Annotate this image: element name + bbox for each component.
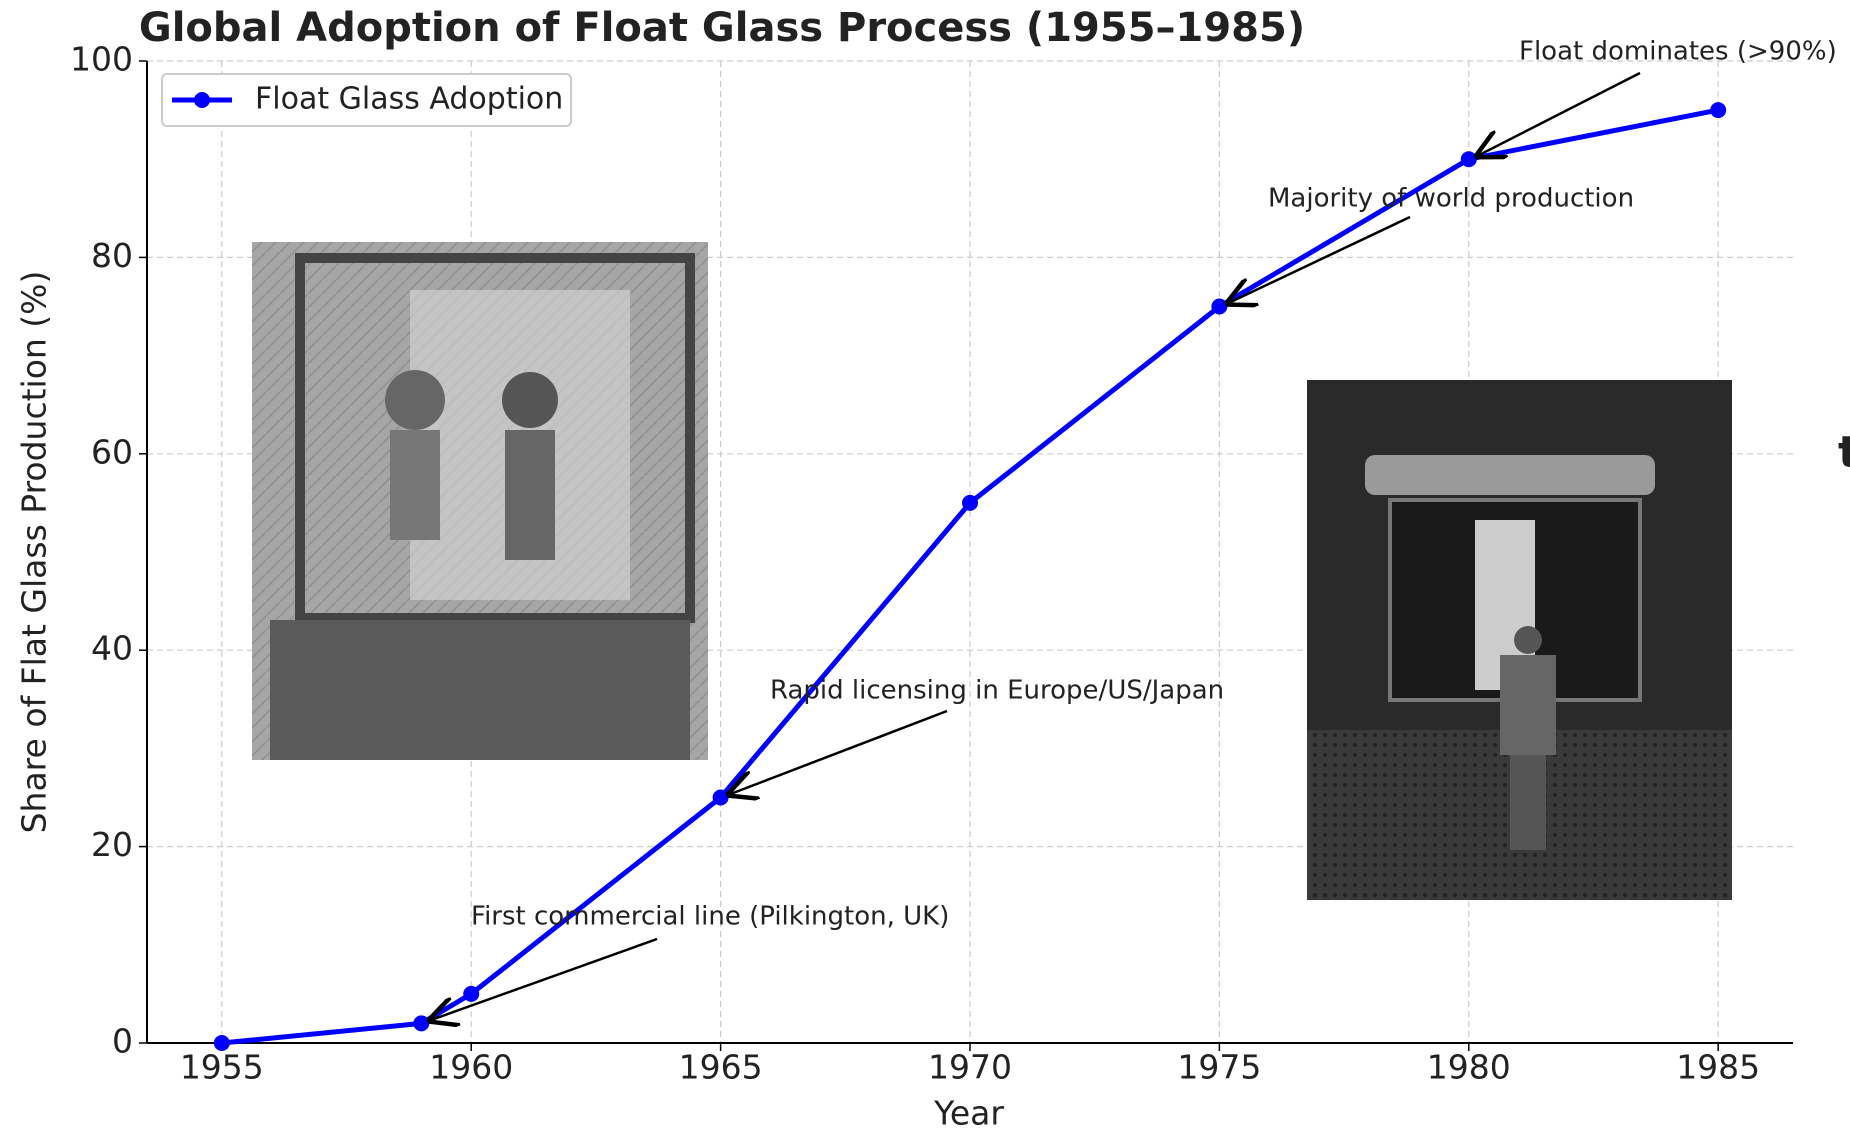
x-tick-label: 1965 — [679, 1048, 763, 1087]
x-tick-label: 1970 — [928, 1048, 1012, 1087]
annotation-arrow — [427, 939, 657, 1021]
x-tick-label: 1975 — [1177, 1048, 1261, 1087]
data-point — [413, 1015, 429, 1031]
y-tick-label: 0 — [112, 1022, 133, 1061]
x-tick-label: 1980 — [1427, 1048, 1511, 1087]
annotation-text: Majority of world production — [1268, 184, 1634, 214]
legend-marker — [194, 92, 210, 108]
y-axis-label: Share of Flat Glass Production (%) — [15, 271, 54, 834]
y-tick-label: 40 — [91, 629, 133, 668]
y-tick-label: 60 — [91, 432, 133, 471]
annotation-arrow — [1475, 73, 1640, 157]
x-tick-label: 1960 — [429, 1048, 513, 1087]
y-tick-label: 20 — [91, 825, 133, 864]
photo-glass-panel — [252, 242, 708, 760]
x-tick-label: 1985 — [1676, 1048, 1760, 1087]
data-point — [1211, 299, 1227, 315]
y-tick-label: 100 — [70, 40, 133, 79]
x-axis-label: Year — [933, 1094, 1004, 1130]
legend-label: Float Glass Adoption — [255, 82, 563, 117]
data-point — [1710, 102, 1726, 118]
annotation-text: First commercial line (Pilkington, UK) — [471, 902, 949, 932]
data-point — [713, 790, 729, 806]
data-point — [1461, 151, 1477, 167]
chart: Global Adoption of Float Glass Process (… — [0, 0, 1850, 1130]
legend: Float Glass Adoption — [162, 74, 571, 126]
data-point — [214, 1035, 230, 1051]
chart-title: Global Adoption of Float Glass Process (… — [139, 5, 1305, 51]
annotation-text: Rapid licensing in Europe/US/Japan — [770, 676, 1224, 706]
data-point — [962, 495, 978, 511]
annotation-arrow — [1225, 217, 1410, 305]
photo-factory — [1307, 380, 1732, 900]
cropped-text: t — [1838, 427, 1850, 478]
annotation-text: Float dominates (>90%) — [1519, 37, 1837, 67]
x-tick-label: 1955 — [180, 1048, 264, 1087]
y-tick-label: 80 — [91, 236, 133, 275]
data-point — [463, 986, 479, 1002]
